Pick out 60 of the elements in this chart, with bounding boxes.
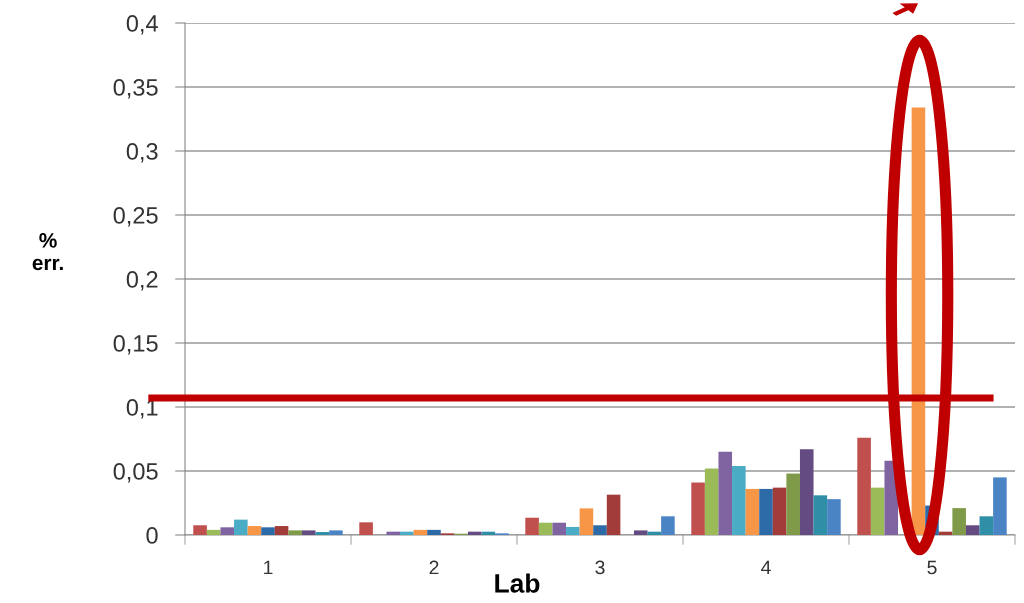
bar	[427, 529, 441, 535]
bar	[993, 477, 1007, 535]
bar	[288, 530, 302, 535]
bar	[247, 526, 262, 535]
bar	[759, 488, 773, 535]
bar	[234, 519, 248, 535]
bar	[301, 530, 316, 535]
bar	[413, 529, 428, 535]
y-tick-label: 0,25	[113, 207, 158, 227]
bar	[772, 487, 787, 535]
bar	[593, 525, 607, 535]
y-tick-label: 0,4	[126, 15, 158, 35]
bar	[799, 449, 814, 535]
bar	[606, 494, 621, 535]
bar	[538, 522, 553, 535]
bar	[359, 522, 373, 535]
x-tick-label: 4	[761, 560, 771, 575]
bar	[400, 531, 414, 535]
bar	[206, 529, 221, 535]
bar	[386, 531, 401, 535]
x-tick-label: 5	[927, 560, 937, 575]
bar	[857, 437, 871, 535]
bar	[827, 499, 841, 535]
x-tick-label: 1	[264, 560, 273, 575]
bar	[193, 525, 207, 535]
x-axis-title: Lab	[495, 573, 540, 593]
x-tick-label: 2	[429, 560, 439, 575]
bar	[704, 468, 719, 535]
bar	[952, 508, 966, 535]
bar	[661, 516, 675, 535]
y-tick-label: 0,3	[126, 143, 158, 163]
bar	[786, 473, 800, 535]
bar	[965, 525, 980, 535]
bar	[566, 526, 580, 535]
y-tick-label: 0,05	[113, 463, 158, 483]
bar	[732, 465, 746, 535]
y-tick-label: 0,2	[126, 271, 158, 291]
bar	[745, 488, 760, 535]
x-tick-label: 3	[595, 560, 605, 575]
bar	[718, 451, 733, 535]
bar	[329, 530, 343, 535]
bar	[979, 516, 994, 535]
bar	[870, 487, 885, 535]
y-axis-title: % err.	[32, 233, 63, 271]
y-tick-label: 0,1	[126, 399, 158, 419]
bar	[579, 508, 594, 535]
bar	[633, 530, 648, 535]
bar	[691, 482, 705, 535]
bar	[261, 527, 275, 535]
bar	[525, 517, 539, 535]
bar	[552, 522, 567, 535]
bar	[467, 531, 482, 535]
bar	[220, 527, 235, 535]
bar	[274, 526, 289, 535]
y-tick-label: 0	[146, 527, 158, 544]
y-tick-label: 0,35	[113, 79, 158, 99]
bar	[315, 532, 330, 535]
bar	[813, 495, 828, 535]
bar	[911, 107, 926, 535]
y-tick-label: 0,15	[113, 335, 158, 355]
